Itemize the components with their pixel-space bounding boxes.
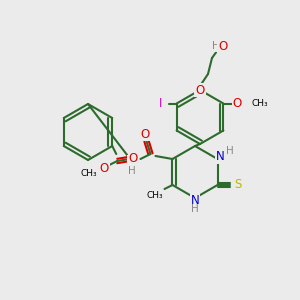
Text: CH₃: CH₃ (81, 169, 98, 178)
Text: O: O (195, 83, 205, 97)
Text: O: O (233, 97, 242, 110)
Text: I: I (159, 97, 162, 110)
Text: N: N (216, 151, 225, 164)
Text: O: O (129, 152, 138, 166)
Text: H: H (191, 204, 199, 214)
Text: O: O (100, 163, 109, 176)
Text: O: O (141, 128, 150, 140)
Text: O: O (218, 40, 228, 52)
Text: H: H (226, 146, 233, 156)
Text: N: N (190, 194, 200, 206)
Text: S: S (234, 178, 241, 191)
Text: H: H (128, 166, 135, 176)
Text: CH₃: CH₃ (146, 190, 163, 200)
Text: H: H (212, 41, 220, 51)
Text: N: N (128, 155, 137, 169)
Text: CH₃: CH₃ (251, 99, 268, 108)
